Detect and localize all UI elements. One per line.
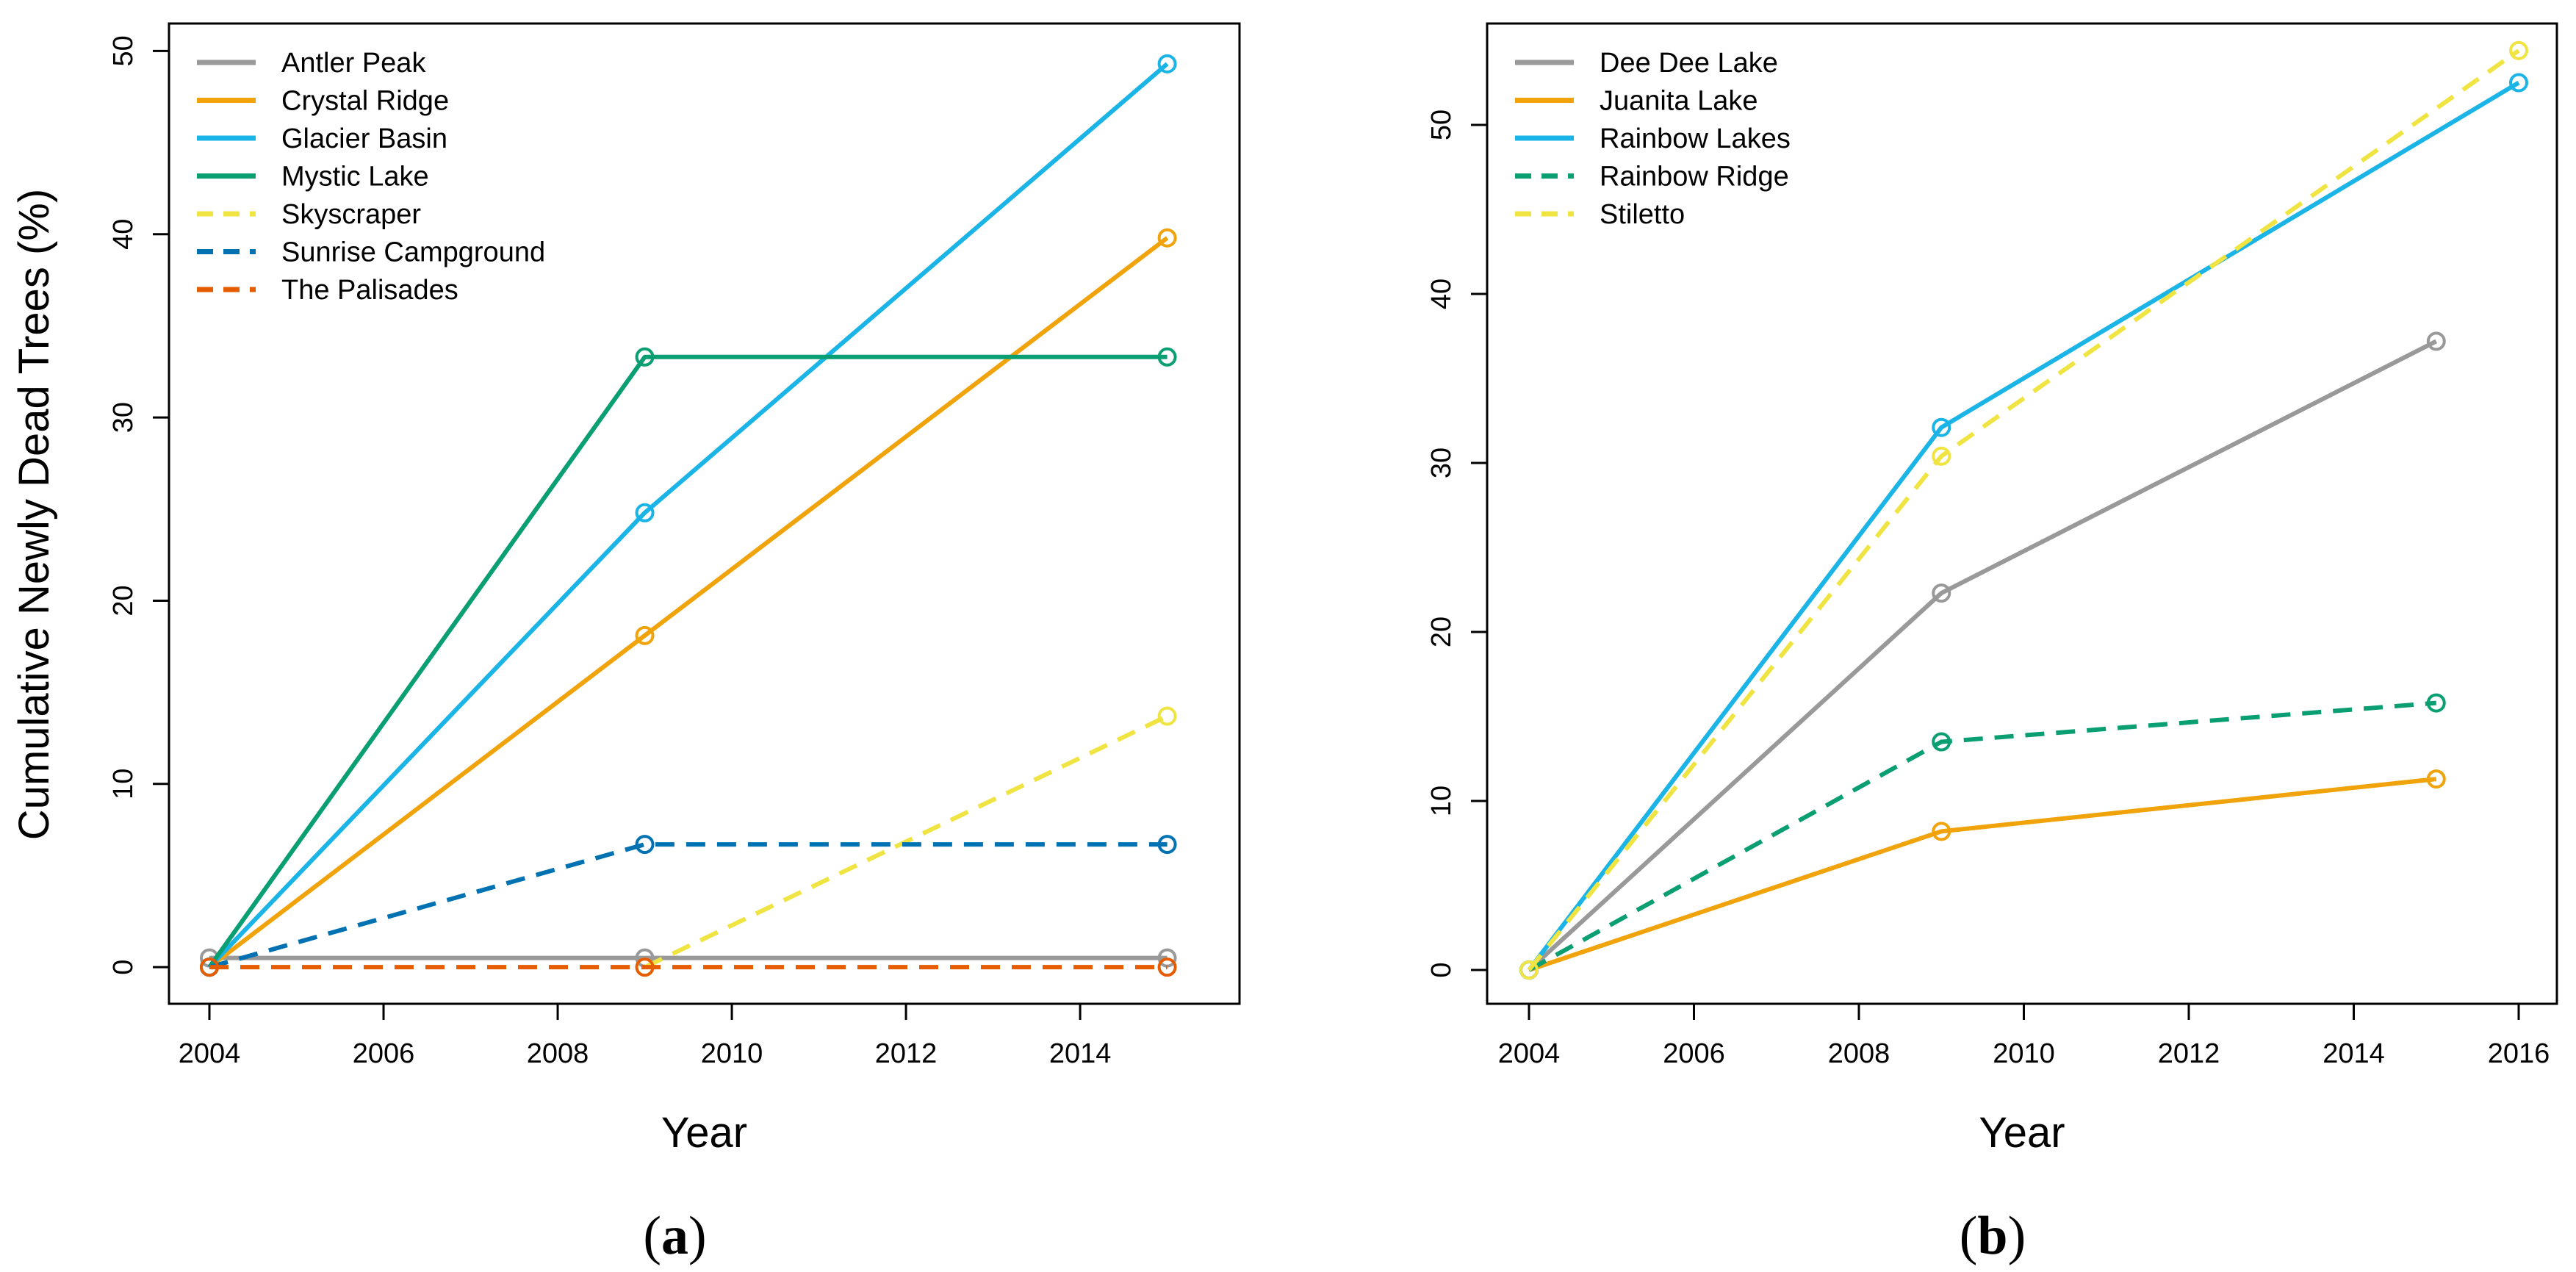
series-line-juanita-lake xyxy=(1528,777,2437,972)
legend-label-antler-peak: Antler Peak xyxy=(281,48,426,79)
x-tick-label-a-2012: 2012 xyxy=(875,1038,938,1069)
point-glacier-basin-2015 xyxy=(1157,54,1177,73)
point-dee-dee-lake-2009 xyxy=(1932,583,1951,603)
legend-label-stiletto: Stiletto xyxy=(1600,199,1685,230)
point-stiletto-2016 xyxy=(2509,40,2528,60)
series-skyscraper xyxy=(635,706,1177,977)
x-tick-label-b-2012: 2012 xyxy=(2158,1038,2220,1069)
series-antler-peak xyxy=(200,948,1177,968)
legend-label-skyscraper: Skyscraper xyxy=(281,199,421,230)
point-rainbow-lakes-2009 xyxy=(1932,417,1951,437)
point-juanita-lake-2015 xyxy=(2426,769,2446,789)
legend-label-rainbow-lakes: Rainbow Lakes xyxy=(1600,123,1791,154)
legend-label-juanita-lake: Juanita Lake xyxy=(1600,86,1758,117)
point-sunrise-campground-2009 xyxy=(635,835,655,855)
point-rainbow-ridge-2015 xyxy=(2426,693,2446,713)
panel-label-a: (a) xyxy=(643,1206,706,1266)
x-axis-title-a: Year xyxy=(661,1109,747,1157)
x-tick-label-a-2010: 2010 xyxy=(701,1038,763,1069)
point-the-palisades-2004 xyxy=(200,957,219,977)
x-tick-label-b-2008: 2008 xyxy=(1828,1038,1890,1069)
legend-label-the-palisades: The Palisades xyxy=(281,275,458,306)
legend-a: Antler Peak Crystal Ridge Glacier Basin Mys… xyxy=(197,48,545,306)
x-axis-title-b: Year xyxy=(1979,1109,2065,1157)
plot-frame-b xyxy=(1486,22,2558,1005)
point-sunrise-campground-2015 xyxy=(1157,835,1177,855)
y-tick-label-b-0: 0 xyxy=(1426,962,1457,977)
legend-label-glacier-basin: Glacier Basin xyxy=(281,123,447,154)
y-tick-label-b-10: 10 xyxy=(1426,786,1457,816)
point-juanita-lake-2009 xyxy=(1932,822,1951,841)
x-tick-label-b-2006: 2006 xyxy=(1663,1038,1725,1069)
y-tick-label-b-50: 50 xyxy=(1426,109,1457,140)
y-tick-label-a-50: 50 xyxy=(108,35,139,66)
series-line-rainbow-ridge xyxy=(1528,700,2436,972)
y-tick-label-b-40: 40 xyxy=(1426,279,1457,309)
series-line-skyscraper xyxy=(644,714,1168,969)
y-tick-label-a-40: 40 xyxy=(108,219,139,250)
point-the-palisades-2009 xyxy=(635,957,655,977)
series-crystal-ridge xyxy=(200,228,1177,977)
series-sunrise-campground xyxy=(200,835,1177,977)
x-tick-label-a-2014: 2014 xyxy=(1049,1038,1112,1069)
point-stiletto-2009 xyxy=(1932,446,1951,466)
series-line-dee-dee-lake xyxy=(1527,339,2438,972)
x-tick-label-a-2006: 2006 xyxy=(353,1038,415,1069)
panel-a: 2004 2006 2008 2010 2012 2014 0 10 20 30 40 50 Year (… xyxy=(108,22,1241,1266)
panel-label-b: (b) xyxy=(1960,1206,2026,1266)
series-line-sunrise-campground xyxy=(209,842,1168,970)
legend-label-rainbow-ridge: Rainbow Ridge xyxy=(1600,162,1789,193)
series-dee-dee-lake xyxy=(1519,331,2446,980)
x-tick-label-a-2004: 2004 xyxy=(179,1038,241,1069)
series-line-crystal-ridge xyxy=(208,236,1169,969)
legend-b: Dee Dee Lake Juanita Lake Rainbow Lakes Rai… xyxy=(1515,48,1791,230)
series-stiletto xyxy=(1519,40,2528,980)
y-tick-label-a-10: 10 xyxy=(108,769,139,800)
plot-frame-a xyxy=(168,22,1241,1005)
point-mystic-lake-2015 xyxy=(1157,347,1177,367)
legend-label-sunrise-campground: Sunrise Campground xyxy=(281,237,545,268)
y-tick-label-a-0: 0 xyxy=(108,960,139,975)
point-dee-dee-lake-2015 xyxy=(2426,331,2446,351)
y-tick-label-a-30: 30 xyxy=(108,402,139,433)
x-tick-label-b-2004: 2004 xyxy=(1498,1038,1561,1069)
point-glacier-basin-2009 xyxy=(635,503,655,522)
legend-label-mystic-lake: Mystic Lake xyxy=(281,162,429,193)
x-tick-label-b-2014: 2014 xyxy=(2323,1038,2385,1069)
point-crystal-ridge-2009 xyxy=(635,625,655,645)
point-rainbow-ridge-2009 xyxy=(1932,732,1951,752)
point-the-palisades-2015 xyxy=(1157,957,1177,977)
series-line-mystic-lake xyxy=(207,354,1168,969)
series-line-stiletto xyxy=(1527,48,2520,971)
series-line-rainbow-lakes xyxy=(1527,80,2520,971)
point-skyscraper-2015 xyxy=(1157,706,1177,726)
legend-label-dee-dee-lake: Dee Dee Lake xyxy=(1600,48,1778,79)
legend-label-crystal-ridge: Crystal Ridge xyxy=(281,86,449,117)
y-tick-label-b-30: 30 xyxy=(1426,448,1457,478)
series-glacier-basin xyxy=(200,54,1177,977)
point-stiletto-2004 xyxy=(1519,960,1539,980)
point-rainbow-lakes-2016 xyxy=(2509,73,2528,93)
series-rainbow-ridge xyxy=(1519,693,2446,980)
x-tick-label-b-2010: 2010 xyxy=(1993,1038,2055,1069)
point-crystal-ridge-2015 xyxy=(1157,228,1177,248)
series-line-glacier-basin xyxy=(207,62,1169,969)
panel-b: 2004 2006 2008 2010 2012 2014 2016 0 10 20 30 40 50 Y… xyxy=(1426,22,2558,1266)
y-axis-title-a: Cumulative Newly Dead Trees (%) xyxy=(10,189,58,840)
x-tick-label-b-2016: 2016 xyxy=(2488,1038,2550,1069)
series-mystic-lake xyxy=(200,347,1177,977)
point-mystic-lake-2009 xyxy=(635,347,655,367)
y-tick-label-a-20: 20 xyxy=(108,585,139,616)
series-the-palisades xyxy=(200,957,1177,977)
x-tick-label-a-2008: 2008 xyxy=(527,1038,589,1069)
y-tick-label-b-20: 20 xyxy=(1426,617,1457,647)
